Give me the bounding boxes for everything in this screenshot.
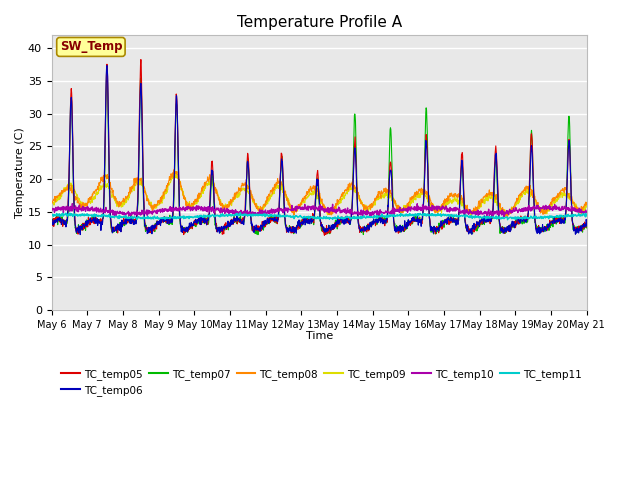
X-axis label: Time: Time — [306, 331, 333, 341]
Legend: TC_temp05, TC_temp06, TC_temp07, TC_temp08, TC_temp09, TC_temp10, TC_temp11: TC_temp05, TC_temp06, TC_temp07, TC_temp… — [57, 364, 586, 400]
Y-axis label: Temperature (C): Temperature (C) — [15, 127, 25, 218]
Text: SW_Temp: SW_Temp — [60, 40, 122, 53]
Title: Temperature Profile A: Temperature Profile A — [237, 15, 402, 30]
